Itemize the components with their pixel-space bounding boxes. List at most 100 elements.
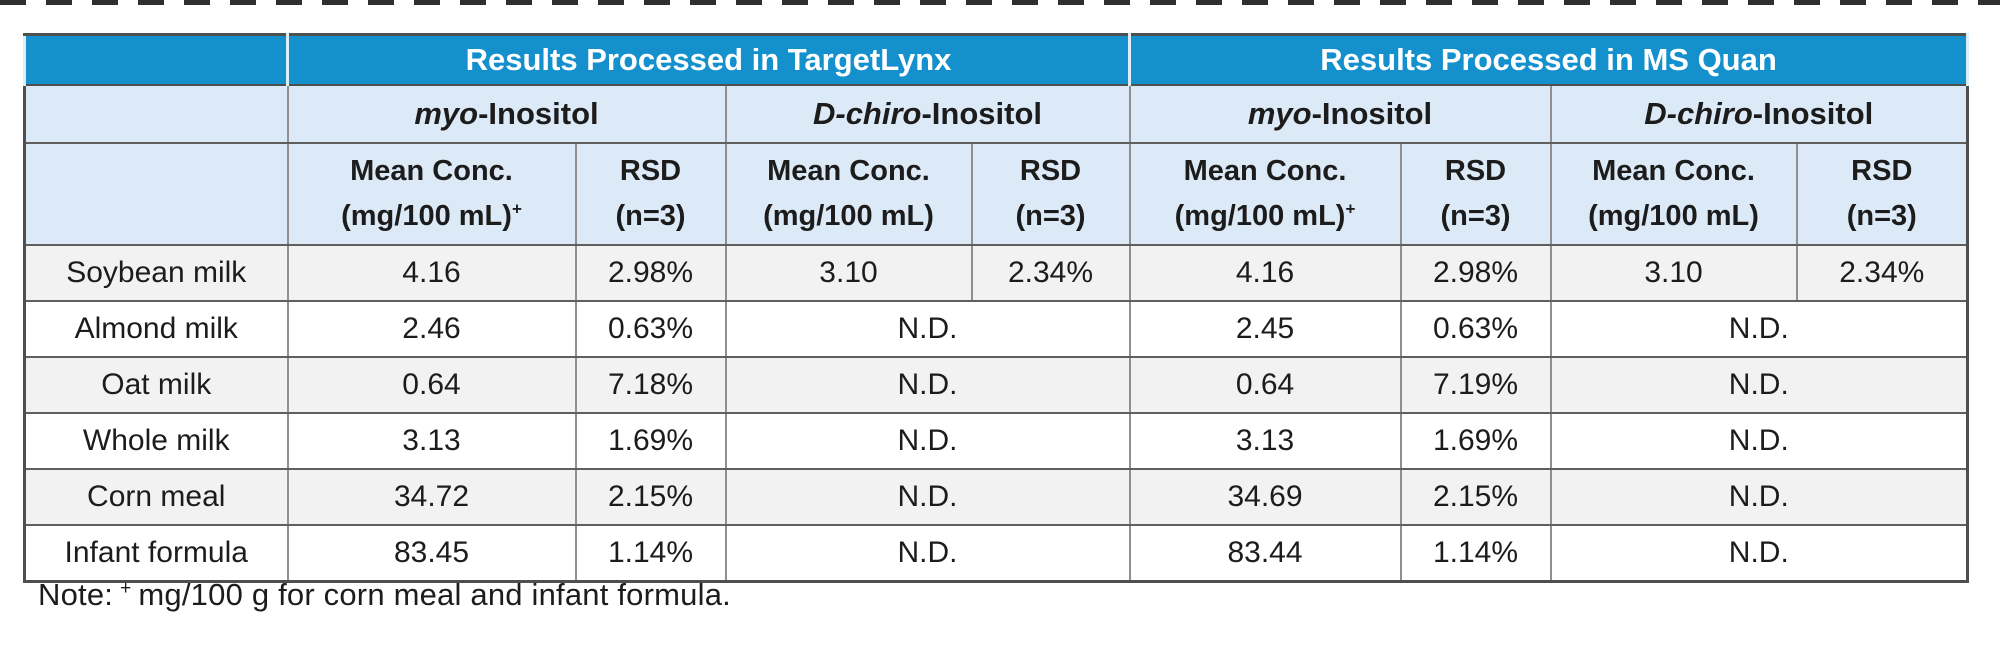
value-cell: 2.98%	[1399, 244, 1552, 302]
value-cell-nd: N.D.	[1549, 468, 1969, 526]
analyte-rest: -Inositol	[1752, 96, 1874, 131]
metric-header: Mean Conc. (mg/100 mL)	[1549, 142, 1798, 246]
results-table: Results Processed in TargetLynx Results …	[23, 33, 1970, 583]
value-cell: 3.13	[286, 412, 577, 470]
value-cell: 0.63%	[1399, 300, 1552, 358]
metric-line1: Mean Conc.	[767, 155, 930, 188]
footnote-marker: +	[511, 199, 522, 219]
table-row: Whole milk 3.13 1.69% N.D. 3.13 1.69% N.…	[23, 412, 1969, 470]
analyte-header-ms-myo: myo-Inositol	[1128, 84, 1552, 144]
metric-header: Mean Conc. (mg/100 mL)	[724, 142, 973, 246]
top-dashed-border	[0, 0, 2000, 5]
value-cell: 3.10	[724, 244, 973, 302]
metric-line1: RSD	[1019, 155, 1082, 188]
metric-line1: Mean Conc.	[1592, 155, 1755, 188]
analyte-rest: -Inositol	[478, 96, 599, 131]
metric-line2: (mg/100 mL)+	[1174, 199, 1356, 232]
metric-line1: RSD	[619, 155, 682, 188]
value-cell: 2.45	[1128, 300, 1402, 358]
metric-header: RSD (n=3)	[1795, 142, 1969, 246]
footnote-marker: +	[120, 577, 132, 599]
value-cell: 0.64	[286, 356, 577, 414]
value-cell: 1.14%	[574, 524, 727, 583]
value-cell: 2.15%	[574, 468, 727, 526]
table-row: Oat milk 0.64 7.18% N.D. 0.64 7.19% N.D.	[23, 356, 1969, 414]
value-cell-nd: N.D.	[1549, 356, 1969, 414]
table-row: Almond milk 2.46 0.63% N.D. 2.45 0.63% N…	[23, 300, 1969, 358]
value-cell: 2.34%	[970, 244, 1131, 302]
group-header-msquan: Results Processed in MS Quan	[1128, 33, 1970, 86]
metric-line1: Mean Conc.	[350, 155, 513, 188]
analyte-header-row: myo-Inositol D-chiro-Inositol myo-Inosit…	[23, 84, 1969, 144]
analyte-italic: D-chiro	[1644, 96, 1753, 131]
value-cell: 83.45	[286, 524, 577, 583]
value-cell-nd: N.D.	[724, 300, 1131, 358]
metric-line2: (mg/100 mL)+	[341, 199, 522, 232]
analyte-italic: D-chiro	[812, 96, 922, 131]
empty-cell	[23, 84, 289, 144]
metric-line2: (mg/100 mL)	[763, 200, 934, 232]
value-cell-nd: N.D.	[724, 524, 1131, 583]
value-cell-nd: N.D.	[724, 468, 1131, 526]
analyte-header-tl-dchiro: D-chiro-Inositol	[724, 84, 1131, 144]
table-row: Infant formula 83.45 1.14% N.D. 83.44 1.…	[23, 524, 1969, 583]
analyte-header-tl-myo: myo-Inositol	[286, 84, 727, 144]
table-row: Corn meal 34.72 2.15% N.D. 34.69 2.15% N…	[23, 468, 1969, 526]
value-cell-nd: N.D.	[724, 412, 1131, 470]
metric-line2: (n=3)	[1846, 200, 1917, 232]
metric-line1: RSD	[1851, 155, 1913, 188]
sample-cell: Corn meal	[23, 468, 289, 526]
analyte-italic: myo	[414, 96, 479, 131]
value-cell: 0.63%	[574, 300, 727, 358]
sample-cell: Almond milk	[23, 300, 289, 358]
corner-cell	[23, 33, 289, 86]
footnote-text: mg/100 g for corn meal and infant formul…	[138, 577, 731, 612]
metric-header: RSD (n=3)	[574, 142, 727, 246]
metric-header: RSD (n=3)	[1399, 142, 1552, 246]
value-cell: 3.13	[1128, 412, 1402, 470]
value-cell: 2.34%	[1795, 244, 1969, 302]
metric-line2: (mg/100 mL)	[1588, 200, 1759, 232]
value-cell: 34.72	[286, 468, 577, 526]
value-cell-nd: N.D.	[724, 356, 1131, 414]
empty-cell	[23, 142, 289, 246]
footnote-marker: +	[1345, 199, 1356, 219]
footnote-prefix: Note:	[38, 577, 114, 612]
analyte-header-ms-dchiro: D-chiro-Inositol	[1549, 84, 1969, 144]
sample-cell: Soybean milk	[23, 244, 289, 302]
sample-cell: Infant formula	[23, 524, 289, 583]
value-cell: 3.10	[1549, 244, 1798, 302]
group-header-targetlynx: Results Processed in TargetLynx	[285, 33, 1132, 86]
value-cell: 1.69%	[1399, 412, 1552, 470]
value-cell: 2.15%	[1399, 468, 1552, 526]
value-cell: 4.16	[286, 244, 577, 302]
value-cell-nd: N.D.	[1549, 412, 1969, 470]
sample-cell: Oat milk	[23, 356, 289, 414]
value-cell: 1.69%	[574, 412, 727, 470]
analyte-rest: -Inositol	[921, 96, 1043, 131]
group-header-row: Results Processed in TargetLynx Results …	[23, 33, 1970, 86]
value-cell: 2.98%	[574, 244, 727, 302]
footnote: Note: + mg/100 g for corn meal and infant …	[38, 577, 731, 613]
table-row: Soybean milk 4.16 2.98% 3.10 2.34% 4.16 …	[23, 244, 1969, 302]
metric-header-row: Mean Conc. (mg/100 mL)+ RSD (n=3) Mean Con…	[23, 142, 1969, 246]
analyte-italic: myo	[1247, 96, 1312, 131]
sample-cell: Whole milk	[23, 412, 289, 470]
metric-line1: RSD	[1444, 155, 1507, 188]
value-cell: 4.16	[1128, 244, 1402, 302]
metric-line1: Mean Conc.	[1183, 155, 1347, 188]
metric-line2: (n=3)	[1015, 200, 1086, 232]
value-cell: 0.64	[1128, 356, 1402, 414]
value-cell: 34.69	[1128, 468, 1402, 526]
value-cell: 1.14%	[1399, 524, 1552, 583]
value-cell-nd: N.D.	[1549, 300, 1969, 358]
analyte-rest: -Inositol	[1311, 96, 1433, 131]
metric-header: Mean Conc. (mg/100 mL)+	[286, 142, 577, 246]
metric-line2: (n=3)	[1440, 200, 1511, 232]
value-cell: 7.18%	[574, 356, 727, 414]
value-cell: 2.46	[286, 300, 577, 358]
value-cell-nd: N.D.	[1549, 524, 1969, 583]
value-cell: 7.19%	[1399, 356, 1552, 414]
metric-header: Mean Conc. (mg/100 mL)+	[1128, 142, 1402, 246]
